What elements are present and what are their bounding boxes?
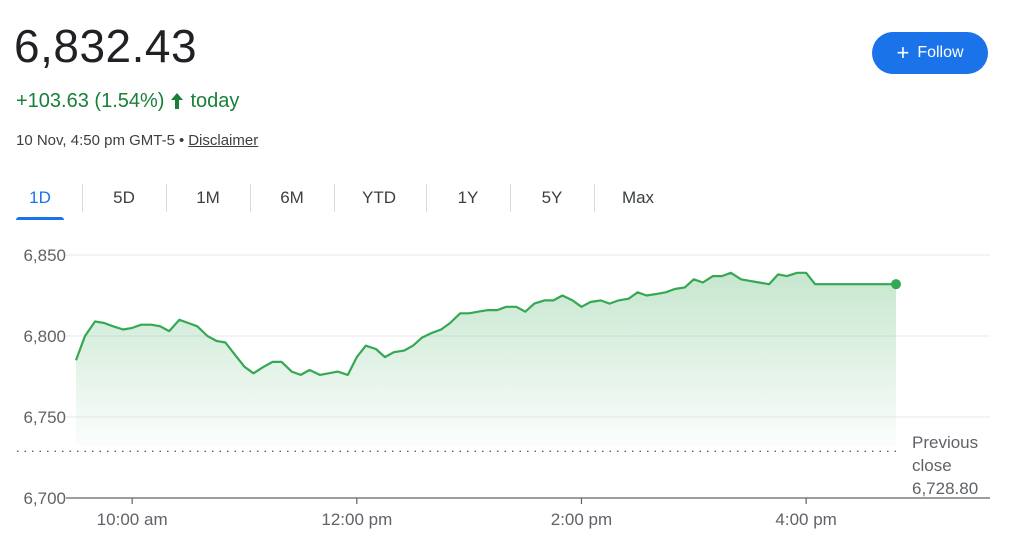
arrow-up-icon [171, 93, 184, 109]
x-tick-label: 4:00 pm [775, 510, 836, 529]
tab-divider [594, 184, 595, 212]
y-tick-label: 6,850 [23, 246, 66, 265]
plus-icon: + [896, 40, 910, 65]
change-period: today [190, 90, 240, 112]
separator-dot: • [178, 132, 185, 149]
x-tick-label: 2:00 pm [551, 510, 612, 529]
x-tick-label: 12:00 pm [321, 510, 392, 529]
y-tick-label: 6,750 [23, 408, 66, 427]
tab-5d[interactable]: 5D [113, 188, 135, 207]
range-tabs: 1D 5D 1M 6M YTD 1Y 5Y Max [0, 176, 700, 220]
quote-meta: 10 Nov, 4:50 pm GMT-5 • Disclaimer [16, 131, 258, 151]
follow-button[interactable]: + Follow [872, 32, 988, 74]
tab-divider [250, 184, 251, 212]
tab-1m[interactable]: 1M [196, 188, 220, 207]
tab-divider [426, 184, 427, 212]
price-change: +103.63 (1.54%) today [16, 88, 239, 114]
x-tick-label: 10:00 am [97, 510, 168, 529]
tab-5y[interactable]: 5Y [541, 188, 563, 207]
previous-close-value: 6,728.80 [912, 479, 978, 498]
y-tick-label: 6,800 [23, 327, 66, 346]
change-value: +103.63 (1.54%) [16, 90, 165, 112]
latest-price-point [891, 279, 901, 290]
tab-1d[interactable]: 1D [14, 176, 66, 220]
tab-divider [166, 184, 167, 212]
previous-close-label: close [912, 456, 952, 475]
follow-label: Follow [917, 44, 964, 61]
current-price: 6,832.43 [14, 20, 198, 72]
tab-6m[interactable]: 6M [280, 188, 304, 207]
tab-ytd[interactable]: YTD [362, 188, 396, 207]
disclaimer-link[interactable]: Disclaimer [188, 132, 259, 149]
tab-divider [334, 184, 335, 212]
tab-max[interactable]: Max [621, 188, 655, 207]
tab-divider [82, 184, 83, 212]
tab-divider [510, 184, 511, 212]
tab-1y[interactable]: 1Y [457, 188, 479, 207]
price-chart[interactable]: 6,850 6,800 6,750 6,700 Previous close 6,72… [0, 230, 1024, 549]
quote-timestamp: 10 Nov, 4:50 pm GMT-5 [16, 132, 175, 149]
price-line [74, 271, 896, 376]
price-area-fill [76, 272, 896, 446]
previous-close-label: Previous [912, 433, 978, 452]
y-tick-label: 6,700 [23, 489, 66, 508]
